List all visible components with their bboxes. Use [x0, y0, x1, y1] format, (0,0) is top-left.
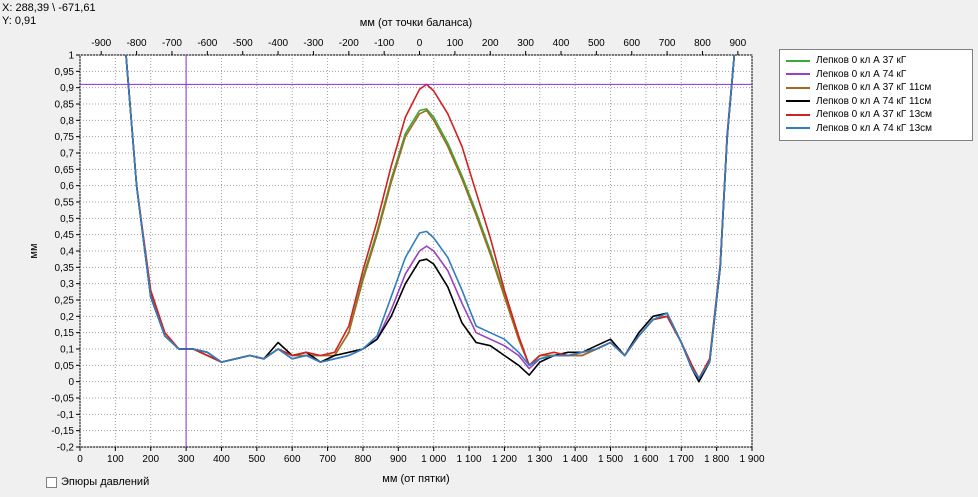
- legend-label: Лепков 0 кл А 37 кГ 11см: [816, 82, 932, 94]
- y-tick-label: 0,15: [55, 328, 75, 339]
- x-tick-label: 500: [248, 454, 265, 465]
- x2-tick-label: 400: [553, 38, 570, 49]
- pressure-diagram-checkbox[interactable]: [46, 476, 57, 488]
- legend-swatch: [786, 86, 810, 89]
- x-tick-label: 1 400: [563, 454, 588, 465]
- legend-swatch: [786, 100, 810, 103]
- series-line: [125, 54, 736, 380]
- y-tick-label: 0,5: [60, 214, 74, 225]
- x2-tick-label: 700: [659, 38, 676, 49]
- x2-tick-label: 800: [694, 38, 711, 49]
- legend-label: Лепков 0 кл А 74 кГ: [816, 68, 907, 80]
- x-tick-label: 200: [142, 454, 159, 465]
- y-tick-label: 0,7: [60, 149, 74, 160]
- y-tick-label: 0,35: [55, 263, 75, 274]
- x2-tick-label: 300: [517, 38, 534, 49]
- legend-swatch: [786, 73, 810, 76]
- legend: Лепков 0 кл А 37 кГ Лепков 0 кл А 74 кГ …: [779, 49, 973, 141]
- y-tick-label: 0,95: [55, 67, 75, 78]
- legend-item[interactable]: Лепков 0 кл А 74 кГ 11см: [786, 95, 966, 109]
- crosshair: [80, 55, 752, 447]
- x-tick-label: 1 200: [492, 454, 517, 465]
- y-tick-label: 0: [68, 377, 74, 388]
- x2-axis-label: мм (от точки баланса): [360, 17, 472, 29]
- x2-tick-label: -400: [268, 38, 288, 49]
- x-tick-label: 700: [319, 454, 336, 465]
- x-tick-label: 600: [284, 454, 301, 465]
- y-tick-label: 0,75: [55, 132, 75, 143]
- y-tick-label: -0,2: [57, 443, 75, 454]
- legend-item[interactable]: Лепков 0 кл А 37 кГ 11см: [786, 81, 966, 95]
- x2-tick-label: -800: [127, 38, 147, 49]
- legend-item[interactable]: Лепков 0 кл А 37 кГ: [786, 54, 966, 68]
- cursor-readout-y: Y: 0,91: [2, 15, 37, 27]
- y-tick-label: 0,45: [55, 230, 75, 241]
- legend-label: Лепков 0 кл А 37 кГ 13см: [816, 109, 933, 121]
- x2-tick-label: -700: [162, 38, 182, 49]
- x2-tick-label: -900: [91, 38, 111, 49]
- x-tick-label: 1 500: [598, 454, 623, 465]
- x2-axis-ticks: -900 -800 -700 -600 -500 -400 -300 -200 -100 0 100…: [91, 38, 747, 55]
- x2-tick-label: -600: [197, 38, 217, 49]
- y-tick-label: -0,05: [51, 394, 74, 405]
- legend-label: Лепков 0 кл А 74 кГ 13см: [816, 122, 933, 134]
- x-tick-label: 900: [390, 454, 407, 465]
- y-tick-label: 0,05: [55, 361, 75, 372]
- y-tick-label: 0,85: [55, 100, 75, 111]
- y-tick-label: -0,15: [51, 426, 74, 437]
- y-axis-label: мм: [28, 243, 40, 258]
- y-tick-label: 0,55: [55, 198, 75, 209]
- legend-label: Лепков 0 кл А 37 кГ: [816, 55, 907, 67]
- y-tick-label: 0,9: [60, 83, 74, 94]
- legend-swatch: [786, 127, 810, 130]
- y-tick-label: 0,1: [60, 345, 74, 356]
- cursor-readout-x: X: 288,39 \ -671,61: [2, 2, 96, 14]
- x2-tick-label: -500: [233, 38, 253, 49]
- y-tick-label: 0,4: [60, 247, 74, 258]
- y-tick-label: 0,25: [55, 296, 75, 307]
- legend-item[interactable]: Лепков 0 кл А 74 кГ: [786, 68, 966, 82]
- x-tick-label: 800: [355, 454, 372, 465]
- pressure-diagram-toggle[interactable]: Эпюры давлений: [46, 476, 149, 488]
- x2-tick-label: 900: [730, 38, 747, 49]
- x-tick-label: 1 800: [704, 454, 729, 465]
- x2-tick-label: 600: [623, 38, 640, 49]
- y-axis-ticks: -0,2 -0,15 -0,1 -0,05 0 0,05 0,1 0,15 0,2 0,25 0,3…: [51, 51, 80, 454]
- x-tick-label: 400: [213, 454, 230, 465]
- x2-tick-label: 500: [588, 38, 605, 49]
- x-tick-label: 1 300: [527, 454, 552, 465]
- legend-label: Лепков 0 кл А 74 кГ 11см: [816, 95, 932, 107]
- y-tick-label: 0,6: [60, 181, 74, 192]
- legend-swatch: [786, 59, 810, 62]
- x-tick-label: 1 600: [633, 454, 658, 465]
- y-tick-label: 0,3: [60, 279, 74, 290]
- y-tick-label: 0,8: [60, 116, 74, 127]
- legend-item[interactable]: Лепков 0 кл А 37 кГ 13см: [786, 108, 966, 122]
- legend-swatch: [786, 113, 810, 116]
- legend-item[interactable]: Лепков 0 кл А 74 кГ 13см: [786, 122, 966, 136]
- x-tick-label: 0: [77, 454, 83, 465]
- x-axis-label: мм (от пятки): [382, 473, 449, 485]
- x2-tick-label: 100: [447, 38, 464, 49]
- x2-tick-label: -200: [339, 38, 359, 49]
- x2-tick-label: -100: [374, 38, 394, 49]
- y-tick-label: -0,1: [57, 410, 75, 421]
- x-tick-label: 1 700: [669, 454, 694, 465]
- x-tick-label: 1 000: [421, 454, 446, 465]
- x-tick-label: 1 100: [457, 454, 482, 465]
- pressure-diagram-label: Эпюры давлений: [61, 476, 150, 488]
- x-tick-label: 1 900: [739, 454, 764, 465]
- series-lines: [125, 54, 736, 383]
- x-axis-ticks: 0 100 200 300 400 500 600 700 800 900 1 000 1 100 1 …: [77, 447, 765, 465]
- x2-tick-label: -300: [303, 38, 323, 49]
- y-tick-label: 1: [68, 51, 74, 62]
- y-tick-label: 0,65: [55, 165, 75, 176]
- x-tick-label: 100: [107, 454, 124, 465]
- x2-tick-label: 200: [482, 38, 499, 49]
- x-tick-label: 300: [178, 454, 195, 465]
- y-tick-label: 0,2: [60, 312, 74, 323]
- x2-tick-label: 0: [417, 38, 423, 49]
